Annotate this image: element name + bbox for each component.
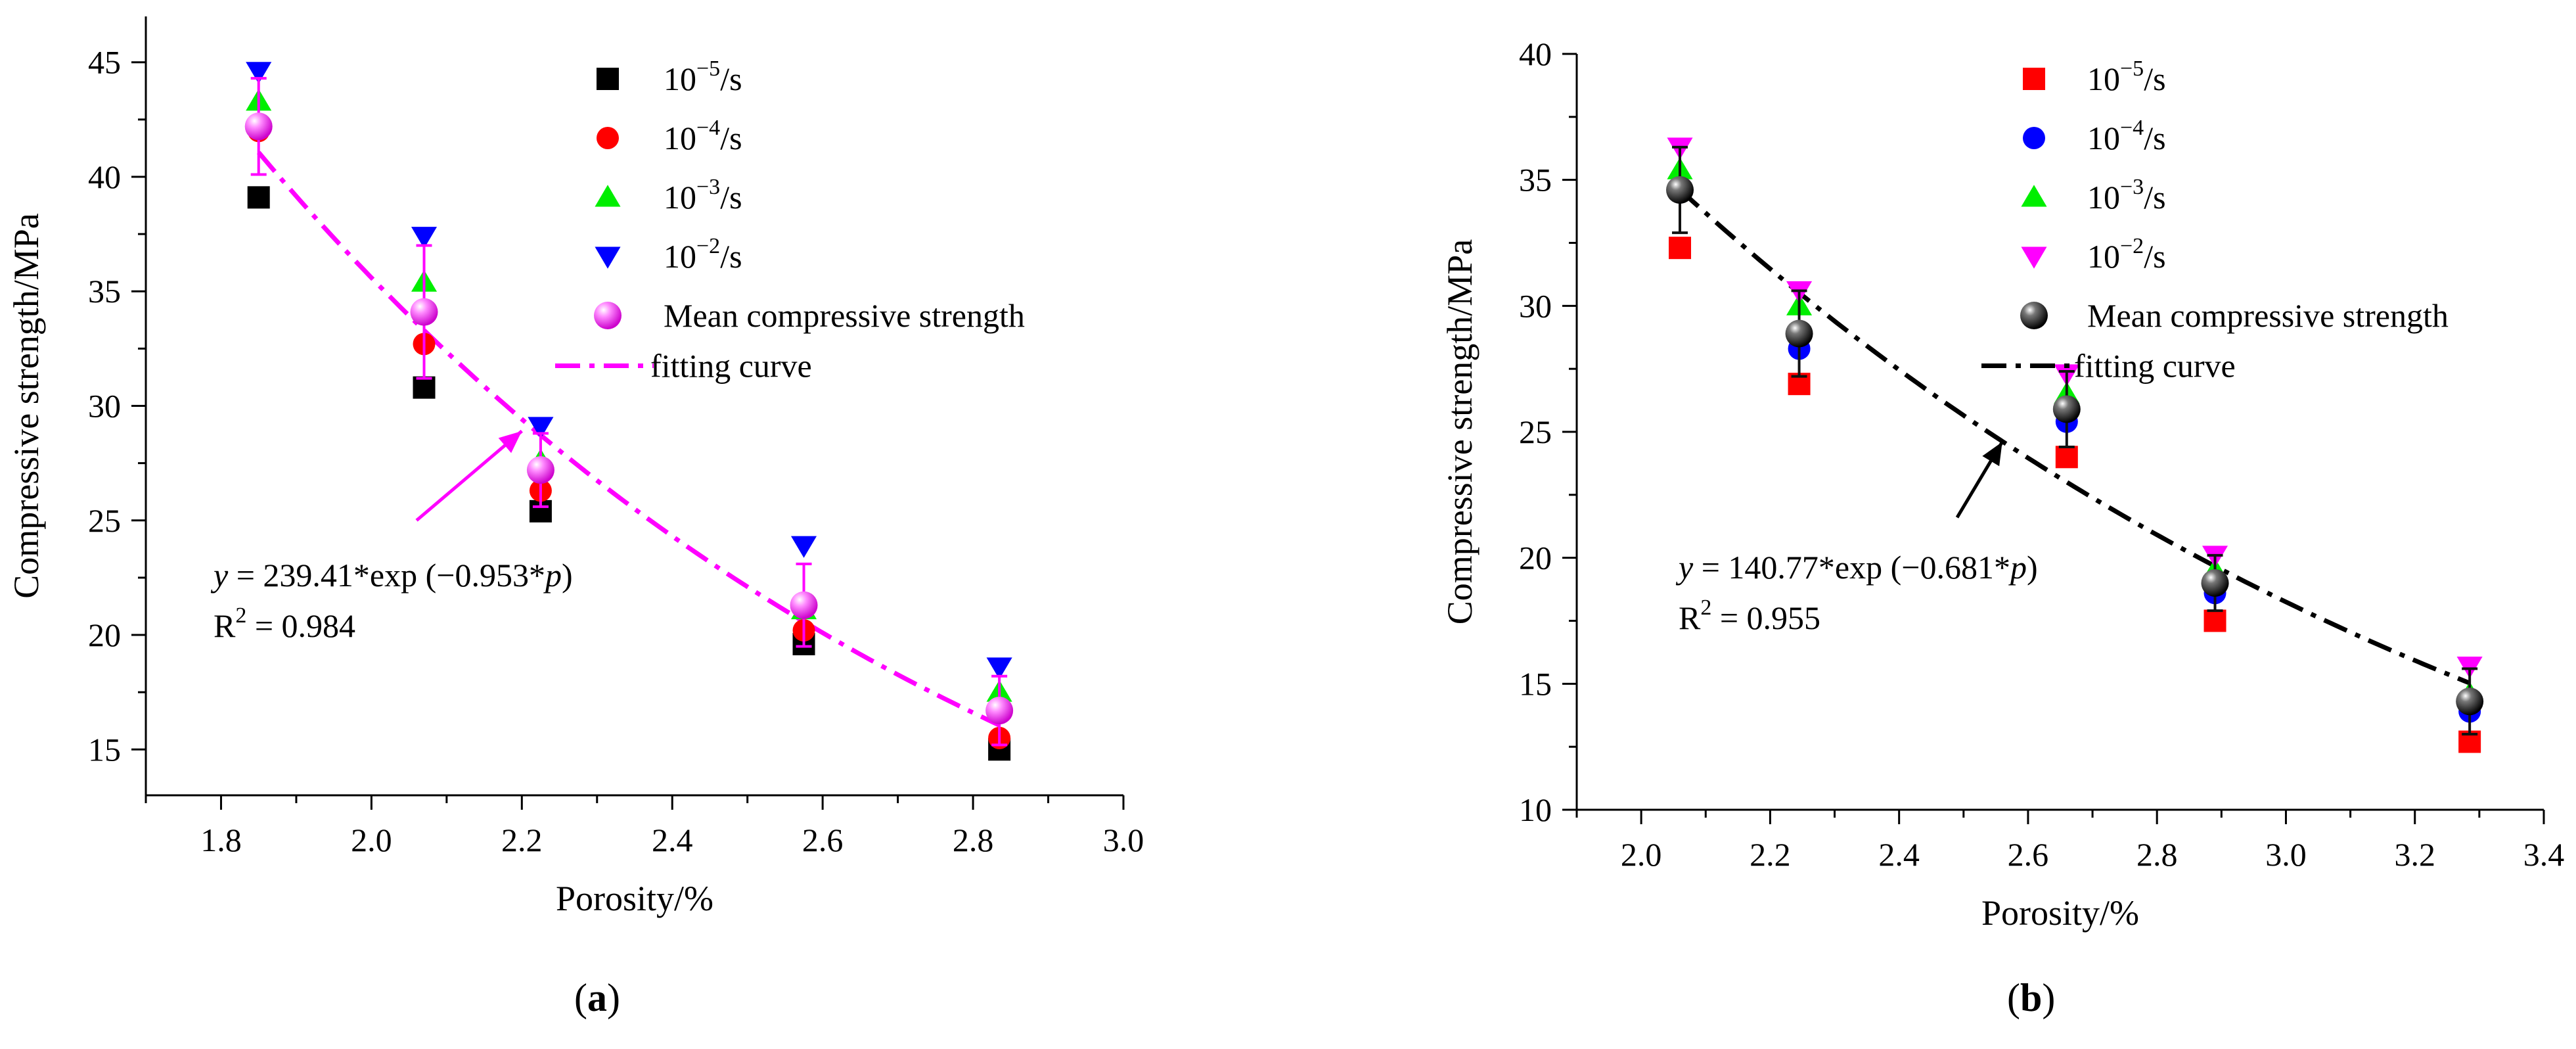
x-tick-label: 3.4 (2523, 836, 2565, 873)
fit-equation: y = 239.41*exp (−0.953*p) (210, 557, 573, 594)
annotation-arrow (415, 429, 523, 522)
annotation-arrowhead (1982, 442, 2002, 467)
data-point-triangle-down (790, 536, 817, 558)
mean-point (410, 298, 438, 326)
legend-label: 10−4/s (2087, 116, 2166, 156)
y-tick-label: 25 (1519, 413, 1552, 450)
x-axis-title: Porosity/% (1981, 893, 2139, 933)
legend-label: 10−2/s (664, 234, 742, 275)
mean-point (526, 456, 554, 484)
legend-label: 10−5/s (664, 57, 742, 97)
x-tick-label: 2.2 (1750, 836, 1791, 873)
legend-label-fit: fitting curve (2074, 348, 2236, 385)
data-point-square (413, 376, 436, 399)
y-tick-label: 35 (1519, 162, 1552, 198)
legend-label-fit: fitting curve (650, 348, 812, 385)
x-tick-label: 3.2 (2394, 836, 2435, 873)
x-tick-label: 2.4 (1878, 836, 1920, 873)
mean-point (244, 112, 273, 141)
legend-marker-mean (594, 302, 621, 329)
chart-panel-a: 1.8 2.0 2.2 2.4 2.6 2.8 3.0 15 20 25 30 35 40 45 Poros… (7, 16, 1144, 1019)
y-tick-label: 30 (1519, 287, 1552, 324)
legend-marker-triangle-down (2021, 246, 2047, 269)
legend-label: 10−5/s (2087, 57, 2166, 97)
legend-marker-square (2023, 68, 2045, 90)
x-tick-label: 2.8 (953, 822, 994, 858)
legend-label-mean: Mean compressive strength (2087, 297, 2449, 334)
x-tick-label: 3.0 (2265, 836, 2307, 873)
y-tick-label: 40 (1519, 35, 1552, 72)
fitting-curve (257, 151, 1001, 728)
legend-marker-square (597, 68, 619, 90)
legend-label: 10−2/s (2087, 234, 2166, 275)
y-tick-label: 40 (88, 158, 121, 195)
panel-label: (b) (2007, 976, 2055, 1019)
legend: 10−5/s 10−4/s 10−3/s 10−2/s Mean compressive… (1981, 57, 2449, 385)
data-point-square (1669, 237, 1692, 260)
x-tick-label: 2.4 (652, 822, 693, 858)
x-tick-label: 2.2 (501, 822, 543, 858)
r-squared: R2 = 0.955 (1679, 595, 1820, 636)
y-tick-label: 45 (88, 44, 121, 81)
legend-label: 10−3/s (2087, 175, 2166, 216)
chart-panel-b: 2.0 2.2 2.4 2.6 2.8 3.0 3.2 3.4 10 15 20 25 30 35 40 Po… (1440, 35, 2564, 1019)
x-axis-title: Porosity/% (556, 879, 713, 918)
legend-label: 10−3/s (664, 175, 742, 216)
annotation-arrowhead (498, 431, 522, 454)
legend-label-mean: Mean compressive strength (664, 297, 1025, 334)
legend-marker-triangle-up (2021, 185, 2047, 207)
legend-marker-triangle-up (595, 185, 621, 207)
x-tick-label: 3.0 (1103, 822, 1144, 858)
data-point-triangle-down (528, 417, 554, 439)
y-tick-label: 20 (88, 617, 121, 653)
mean-point (1785, 319, 1813, 348)
data-point-square (2055, 446, 2078, 469)
y-tick-label: 15 (1519, 665, 1552, 702)
mean-point (985, 697, 1014, 725)
x-tick-label: 2.6 (2008, 836, 2049, 873)
y-axis-title: Compressive strength/MPa (1440, 239, 1480, 624)
fit-equation: y = 140.77*exp (−0.681*p) (1675, 549, 2038, 586)
y-tick-label: 10 (1519, 791, 1552, 828)
mean-point (2456, 688, 2484, 716)
y-tick-label: 30 (88, 388, 121, 425)
x-tick-label: 2.6 (802, 822, 844, 858)
x-tick-label: 2.0 (351, 822, 392, 858)
y-tick-label: 20 (1519, 540, 1552, 576)
x-tick-label: 2.0 (1621, 836, 1662, 873)
legend-marker-triangle-down (595, 246, 621, 269)
mean-point (790, 591, 818, 619)
data-point-square (247, 186, 270, 209)
data-point-triangle-down (246, 62, 272, 84)
x-tick-label: 2.8 (2136, 836, 2178, 873)
panel-label: (a) (574, 976, 620, 1019)
x-tick-label: 1.8 (200, 822, 242, 858)
y-tick-label: 35 (88, 273, 121, 310)
mean-point (1666, 176, 1694, 204)
legend-marker-circle (2023, 127, 2045, 149)
fitting-curve (1678, 187, 2471, 686)
y-axis-title: Compressive strength/MPa (7, 213, 46, 598)
y-tick-label: 15 (88, 731, 121, 768)
data-point-triangle-down (411, 227, 438, 249)
legend-label: 10−4/s (664, 116, 742, 156)
mean-point (2052, 395, 2081, 423)
mean-point (2201, 569, 2229, 597)
legend-marker-mean (2020, 302, 2048, 329)
y-tick-label: 25 (88, 502, 121, 539)
legend-marker-circle (597, 127, 619, 149)
data-point-triangle-down (986, 657, 1012, 680)
r-squared: R2 = 0.984 (214, 603, 355, 644)
data-point-square (2203, 609, 2226, 632)
legend: 10−5/s 10−4/s 10−3/s 10−2/s Mean compressive… (555, 57, 1025, 385)
